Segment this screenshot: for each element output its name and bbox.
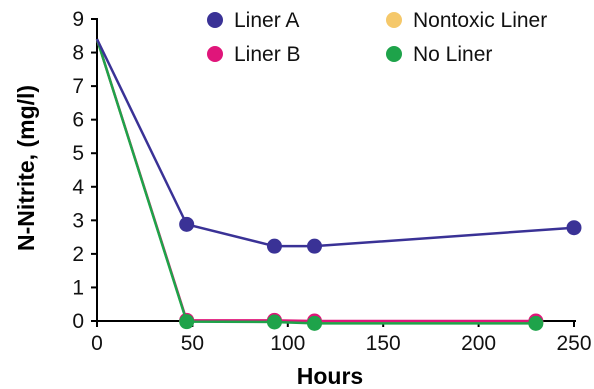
- x-tick-label: 100: [270, 332, 305, 355]
- series-no-liner: [95, 38, 544, 331]
- y-tick-label: 8: [72, 42, 84, 65]
- x-axis-title: Hours: [297, 363, 363, 389]
- legend-item-liner-a: Liner A: [207, 9, 299, 32]
- y-tick-label: 4: [72, 176, 84, 199]
- data-point-liner-a: [266, 238, 282, 254]
- legend-label: Liner A: [234, 9, 299, 32]
- data-point-liner-a: [179, 216, 195, 232]
- y-axis-title: N-Nitrite, (mg/l): [13, 85, 39, 251]
- series-line-no-liner: [95, 38, 536, 325]
- x-tick-label: 50: [181, 332, 204, 355]
- legend-marker: [207, 12, 223, 28]
- legend-marker: [207, 46, 223, 62]
- data-point-no-liner: [179, 314, 195, 330]
- data-point-liner-a: [307, 238, 323, 254]
- legend-item-liner-b: Liner B: [207, 43, 301, 66]
- y-tick-label: 3: [72, 209, 84, 232]
- x-tick-label: 150: [366, 332, 401, 355]
- data-point-no-liner: [528, 315, 544, 331]
- x-tick-label: 200: [461, 332, 496, 355]
- y-tick-label: 9: [72, 8, 84, 31]
- series-line-nontoxic-liner: [95, 38, 536, 324]
- y-tick-label: 0: [72, 310, 84, 333]
- data-point-liner-a: [566, 220, 582, 236]
- legend-marker: [386, 12, 402, 28]
- legend-label: Nontoxic Liner: [413, 9, 547, 32]
- legend: Liner A Nontoxic Liner Liner B No Liner: [207, 9, 547, 66]
- data-point-no-liner: [266, 314, 282, 330]
- series-line-liner-a: [95, 38, 575, 248]
- legend-marker: [386, 46, 402, 62]
- legend-label: Liner B: [234, 43, 301, 66]
- y-tick-label: 2: [72, 243, 84, 266]
- legend-item-no-liner: No Liner: [386, 43, 492, 66]
- axes: 0 1 2 3 4 5 6 7 8 9 0 50 100 150 200 250: [72, 8, 591, 355]
- y-tick-label: 5: [72, 142, 84, 165]
- series-liner-b: [95, 38, 544, 329]
- y-tick-label: 1: [72, 276, 84, 299]
- x-tick-label: 250: [556, 332, 591, 355]
- series-liner-a: [95, 38, 582, 254]
- data-point-no-liner: [307, 315, 323, 331]
- legend-label: No Liner: [413, 43, 492, 66]
- series-nontoxic-liner: [95, 38, 544, 331]
- series-line-liner-b: [95, 38, 536, 323]
- y-tick-label: 6: [72, 109, 84, 132]
- y-tick-label: 7: [72, 75, 84, 98]
- series-layer: [95, 38, 582, 331]
- legend-item-nontoxic-liner: Nontoxic Liner: [386, 9, 547, 32]
- x-tick-label: 0: [91, 332, 103, 355]
